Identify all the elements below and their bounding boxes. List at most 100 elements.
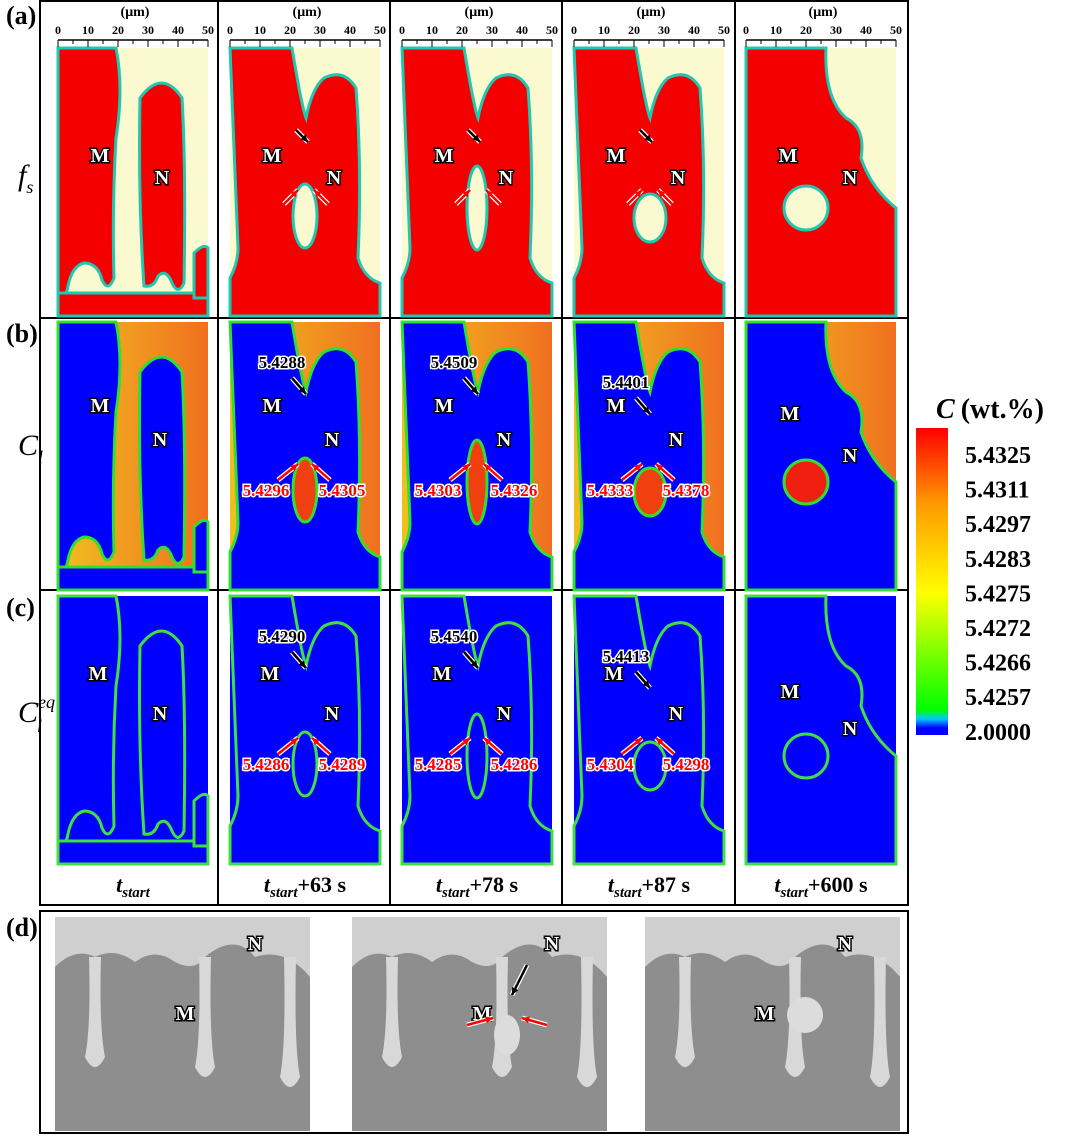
solid-region (194, 246, 208, 298)
time-sub: start (121, 885, 150, 901)
row-sub: s (26, 177, 33, 197)
value-label: 5.4289 (319, 755, 366, 774)
time-label: tstart+63 s (264, 872, 347, 901)
grain-label: M (176, 1003, 195, 1025)
field-image (574, 48, 724, 316)
time-sub: start (613, 885, 642, 901)
value-label: 5.4413 (603, 647, 650, 666)
grain-label: M (263, 145, 282, 167)
colorbar-base (916, 728, 948, 735)
time-sub: start (441, 885, 470, 901)
grain-label: N (153, 429, 168, 451)
grain-label: N (838, 933, 853, 955)
row-label: fs (18, 159, 33, 197)
solid-region (58, 567, 208, 590)
colorbar-label: 5.4272 (965, 616, 1031, 642)
row-sub: l (37, 716, 42, 736)
grain-label: M (779, 145, 798, 167)
value-label: 5.4333 (587, 481, 634, 500)
droplet (494, 1015, 520, 1055)
value-label: 5.4509 (431, 353, 478, 372)
value-label: 5.4286 (243, 755, 290, 774)
axis-tick-label: 20 (628, 23, 640, 37)
axis-tick-label: 40 (516, 23, 528, 37)
colorbar-label: 5.4266 (965, 651, 1031, 677)
solid-region (58, 48, 120, 298)
droplet (787, 997, 823, 1033)
grain-label: M (435, 395, 454, 417)
grain-label: M (89, 663, 108, 685)
axis-tick-label: 30 (658, 23, 670, 37)
grain-label: N (545, 933, 560, 955)
colorbar-label: 5.4275 (965, 581, 1031, 607)
panel-label: (b) (6, 319, 38, 348)
axis-tick-label: 40 (172, 23, 184, 37)
value-label: 5.4304 (587, 755, 634, 774)
field-image (746, 596, 896, 864)
axis-tick-label: 0 (55, 23, 61, 37)
value-label: 5.4286 (491, 755, 538, 774)
value-label: 5.4540 (431, 627, 478, 646)
axis-tick-label: 40 (688, 23, 700, 37)
axis-tick-label: 20 (284, 23, 296, 37)
axis-tick-label: 10 (598, 23, 610, 37)
solid-region (58, 293, 208, 316)
axis-tick-label: 30 (830, 23, 842, 37)
liquid-droplet (634, 468, 666, 516)
grain-label: N (499, 167, 514, 189)
time-sub: start (780, 885, 809, 901)
axis-tick-label: 10 (770, 23, 782, 37)
field-image (746, 322, 896, 590)
value-label: 5.4305 (319, 481, 366, 500)
value-label: 5.4285 (415, 755, 462, 774)
colorbar-title: C(wt.%) (936, 394, 1044, 425)
axis-tick-label: 40 (344, 23, 356, 37)
axis-tick-label: 0 (571, 23, 577, 37)
axis-tick-label: 50 (718, 23, 730, 37)
grain-label: N (843, 718, 858, 740)
grain-label: M (435, 145, 454, 167)
value-label: 5.4298 (663, 755, 710, 774)
grain-label: M (261, 663, 280, 685)
colorbar-label: 5.4283 (965, 547, 1031, 573)
row-symbol: C (18, 696, 39, 729)
value-label: 5.4326 (491, 481, 538, 500)
time-label: tstart (116, 872, 150, 901)
axis-unit: (μm) (121, 5, 150, 20)
axis-tick-label: 10 (254, 23, 266, 37)
grain-label: N (327, 167, 342, 189)
grain-label: N (497, 703, 512, 725)
grain-label: M (756, 1003, 775, 1025)
liquid-droplet (634, 194, 666, 242)
grain-label: M (607, 395, 626, 417)
liquid-droplet (467, 440, 487, 524)
panel-label: (a) (6, 1, 36, 30)
grain-label: N (671, 167, 686, 189)
grain-label: N (325, 429, 340, 451)
axis-tick-label: 20 (456, 23, 468, 37)
grain-label: M (605, 663, 624, 685)
panel-label: (d) (6, 913, 38, 942)
liquid-droplet (634, 742, 666, 790)
axis-tick-label: 30 (314, 23, 326, 37)
colorbar-label: 2.0000 (965, 720, 1031, 746)
axis-tick-label: 40 (860, 23, 872, 37)
grain-label: M (263, 395, 282, 417)
grain-label: M (91, 395, 110, 417)
grain-label: N (669, 429, 684, 451)
axis-tick-label: 20 (112, 23, 124, 37)
axis-tick-label: 50 (374, 23, 386, 37)
value-label: 5.4401 (603, 373, 650, 392)
time-sub: start (269, 885, 298, 901)
grain-label: N (843, 445, 858, 467)
solid-region (194, 794, 208, 846)
grain-label: N (153, 703, 168, 725)
axis-tick-label: 50 (890, 23, 902, 37)
grain-label: M (91, 145, 110, 167)
grain-label: N (248, 933, 263, 955)
field-image (58, 48, 208, 316)
liquid-droplet (467, 166, 487, 250)
figure: (a)(b)(c)(d)fsClCeql(μm)01020304050(μm)0… (0, 0, 1075, 1135)
time-suffix: +63 s (298, 872, 347, 897)
